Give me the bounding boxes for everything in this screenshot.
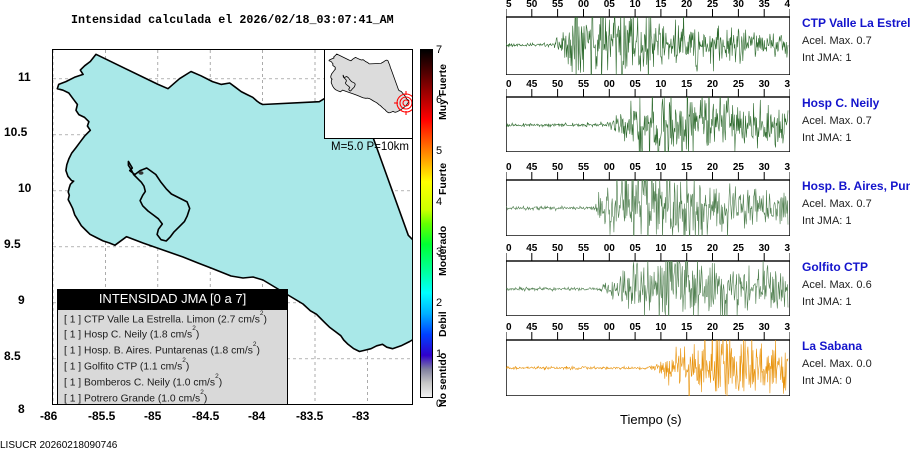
svg-text:35: 35 bbox=[784, 79, 790, 90]
svg-text:10: 10 bbox=[655, 322, 667, 333]
svg-text:05: 05 bbox=[630, 243, 642, 254]
svg-text:25: 25 bbox=[733, 243, 745, 254]
svg-text:40: 40 bbox=[506, 162, 512, 173]
svg-text:40: 40 bbox=[506, 79, 512, 90]
svg-text:50: 50 bbox=[552, 79, 564, 90]
svg-text:25: 25 bbox=[733, 79, 745, 90]
svg-text:00: 00 bbox=[578, 0, 590, 10]
svg-text:55: 55 bbox=[552, 0, 564, 10]
svg-text:20: 20 bbox=[707, 79, 719, 90]
svg-text:50: 50 bbox=[526, 0, 538, 10]
svg-text:45: 45 bbox=[506, 0, 512, 10]
svg-text:20: 20 bbox=[681, 0, 693, 10]
svg-text:25: 25 bbox=[733, 322, 745, 333]
svg-text:15: 15 bbox=[681, 162, 693, 173]
svg-text:05: 05 bbox=[604, 0, 616, 10]
svg-text:35: 35 bbox=[784, 322, 790, 333]
svg-text:30: 30 bbox=[759, 322, 771, 333]
svg-text:00: 00 bbox=[604, 322, 616, 333]
svg-text:40: 40 bbox=[506, 243, 512, 254]
svg-text:50: 50 bbox=[552, 243, 564, 254]
svg-text:00: 00 bbox=[604, 162, 616, 173]
svg-text:45: 45 bbox=[526, 243, 538, 254]
svg-text:25: 25 bbox=[707, 0, 719, 10]
svg-text:40: 40 bbox=[506, 322, 512, 333]
svg-text:15: 15 bbox=[681, 243, 693, 254]
svg-text:30: 30 bbox=[759, 79, 771, 90]
svg-text:50: 50 bbox=[552, 322, 564, 333]
svg-text:55: 55 bbox=[578, 162, 590, 173]
svg-text:35: 35 bbox=[784, 243, 790, 254]
svg-text:05: 05 bbox=[630, 79, 642, 90]
svg-text:15: 15 bbox=[681, 79, 693, 90]
svg-text:20: 20 bbox=[707, 322, 719, 333]
svg-text:05: 05 bbox=[630, 322, 642, 333]
svg-text:25: 25 bbox=[733, 162, 745, 173]
svg-text:10: 10 bbox=[655, 79, 667, 90]
svg-text:30: 30 bbox=[759, 162, 771, 173]
svg-text:35: 35 bbox=[784, 162, 790, 173]
svg-text:55: 55 bbox=[578, 322, 590, 333]
svg-text:20: 20 bbox=[707, 243, 719, 254]
svg-text:45: 45 bbox=[526, 322, 538, 333]
svg-text:05: 05 bbox=[630, 162, 642, 173]
svg-text:10: 10 bbox=[655, 162, 667, 173]
svg-text:30: 30 bbox=[733, 0, 745, 10]
svg-text:20: 20 bbox=[707, 162, 719, 173]
svg-text:30: 30 bbox=[759, 243, 771, 254]
svg-text:10: 10 bbox=[630, 0, 642, 10]
svg-text:55: 55 bbox=[578, 79, 590, 90]
svg-text:50: 50 bbox=[552, 162, 564, 173]
svg-text:45: 45 bbox=[526, 162, 538, 173]
svg-text:55: 55 bbox=[578, 243, 590, 254]
svg-text:00: 00 bbox=[604, 243, 616, 254]
svg-text:15: 15 bbox=[655, 0, 667, 10]
svg-text:00: 00 bbox=[604, 79, 616, 90]
svg-text:10: 10 bbox=[655, 243, 667, 254]
svg-text:45: 45 bbox=[526, 79, 538, 90]
svg-text:15: 15 bbox=[681, 322, 693, 333]
svg-text:40: 40 bbox=[784, 0, 790, 10]
svg-text:35: 35 bbox=[759, 0, 771, 10]
